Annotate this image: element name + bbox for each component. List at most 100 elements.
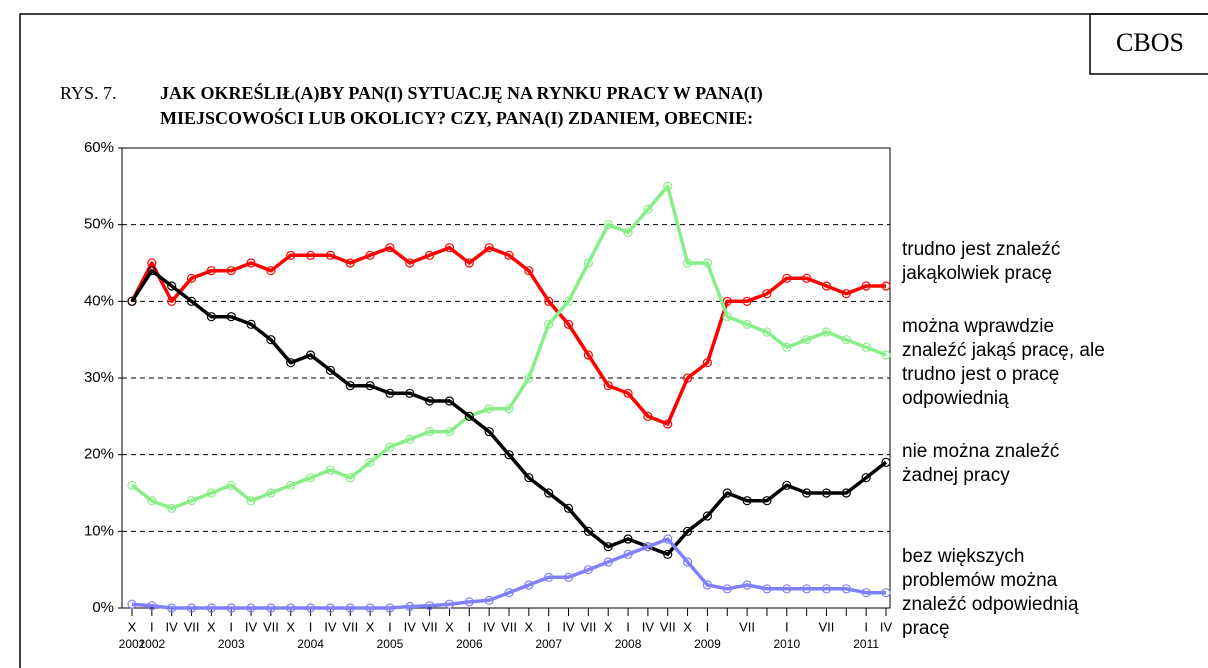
data-point — [643, 542, 653, 552]
data-point — [305, 350, 316, 360]
x-tick-label: I — [864, 619, 868, 634]
data-point — [563, 319, 574, 329]
data-point — [782, 342, 792, 352]
data-point — [821, 281, 832, 291]
x-tick-label: VII — [819, 619, 835, 634]
data-point — [524, 473, 534, 483]
data-point — [385, 243, 395, 253]
data-point — [603, 220, 613, 230]
x-tick-label: X — [445, 619, 454, 634]
data-point — [286, 250, 296, 260]
figure-label: RYS. 7. — [60, 83, 117, 103]
y-tick-label: 10% — [84, 522, 114, 539]
data-point — [821, 584, 832, 594]
frame — [19, 13, 1208, 668]
x-tick-label: X — [604, 619, 613, 634]
data-point — [286, 603, 296, 613]
data-point — [167, 296, 177, 306]
data-point — [206, 603, 216, 613]
x-tick-label: IV — [404, 619, 417, 634]
data-point — [226, 312, 236, 322]
data-point — [226, 603, 236, 613]
data-point — [127, 296, 137, 306]
data-point — [305, 603, 316, 613]
data-point — [544, 319, 554, 329]
data-point — [682, 557, 693, 567]
x-tick-label: X — [207, 619, 216, 634]
data-point — [563, 572, 574, 582]
data-point — [305, 250, 316, 260]
data-point — [127, 480, 137, 490]
data-point — [782, 584, 792, 594]
data-point — [782, 480, 792, 490]
data-point — [742, 319, 752, 329]
data-point — [682, 526, 693, 536]
data-point — [861, 281, 871, 291]
data-point — [147, 266, 157, 276]
data-point — [167, 281, 177, 291]
data-point — [702, 580, 713, 590]
data-point — [702, 511, 713, 521]
data-point — [226, 480, 236, 490]
x-tick-label: X — [683, 619, 692, 634]
data-point — [484, 595, 494, 605]
data-point — [762, 289, 772, 299]
x-tick-label: I — [706, 619, 710, 634]
data-point — [583, 526, 593, 536]
x-tick-label: VII — [184, 619, 200, 634]
data-point — [504, 250, 514, 260]
data-point — [286, 358, 296, 368]
data-point — [345, 258, 355, 268]
data-point — [583, 258, 593, 268]
data-point — [464, 411, 474, 421]
data-point — [246, 319, 256, 329]
data-point — [722, 488, 732, 498]
data-point — [524, 373, 534, 383]
x-tick-label: VII — [342, 619, 358, 634]
data-point — [802, 584, 812, 594]
data-point — [663, 534, 673, 544]
data-point — [802, 488, 812, 498]
data-point — [762, 327, 772, 337]
data-point — [186, 603, 197, 613]
data-point — [881, 350, 891, 360]
year-label: 2005 — [377, 637, 404, 651]
data-point — [762, 496, 772, 506]
data-point — [484, 404, 494, 414]
y-tick-label: 40% — [84, 292, 114, 309]
data-point — [226, 266, 236, 276]
series-label: można wprawdzie znaleźć jakąś pracę, ale… — [902, 316, 1105, 409]
data-point — [881, 457, 891, 467]
data-point — [365, 457, 375, 467]
x-tick-label: VII — [739, 619, 755, 634]
data-point — [444, 243, 455, 253]
data-point — [841, 584, 851, 594]
data-point — [365, 250, 375, 260]
data-point — [802, 335, 812, 345]
x-tick-label: I — [468, 619, 472, 634]
data-point — [742, 296, 752, 306]
data-point — [206, 266, 216, 276]
data-point — [821, 488, 832, 498]
data-point — [246, 258, 256, 268]
data-point — [544, 572, 554, 582]
data-point — [186, 273, 197, 283]
x-tick-label: IV — [483, 619, 496, 634]
series-label: bez większych problemów można znaleźć od… — [902, 546, 1079, 639]
data-point — [484, 243, 494, 253]
data-point — [266, 266, 276, 276]
series-line — [130, 184, 887, 511]
year-label: 2002 — [138, 637, 165, 651]
data-point — [504, 404, 514, 414]
x-tick-label: I — [229, 619, 233, 634]
x-tick-label: I — [309, 619, 313, 634]
data-point — [722, 584, 732, 594]
x-tick-label: I — [547, 619, 551, 634]
data-point — [286, 480, 296, 490]
data-point — [643, 204, 653, 214]
data-point — [405, 434, 415, 444]
data-point — [425, 396, 435, 406]
year-label: 2009 — [694, 637, 721, 651]
data-point — [206, 312, 216, 322]
